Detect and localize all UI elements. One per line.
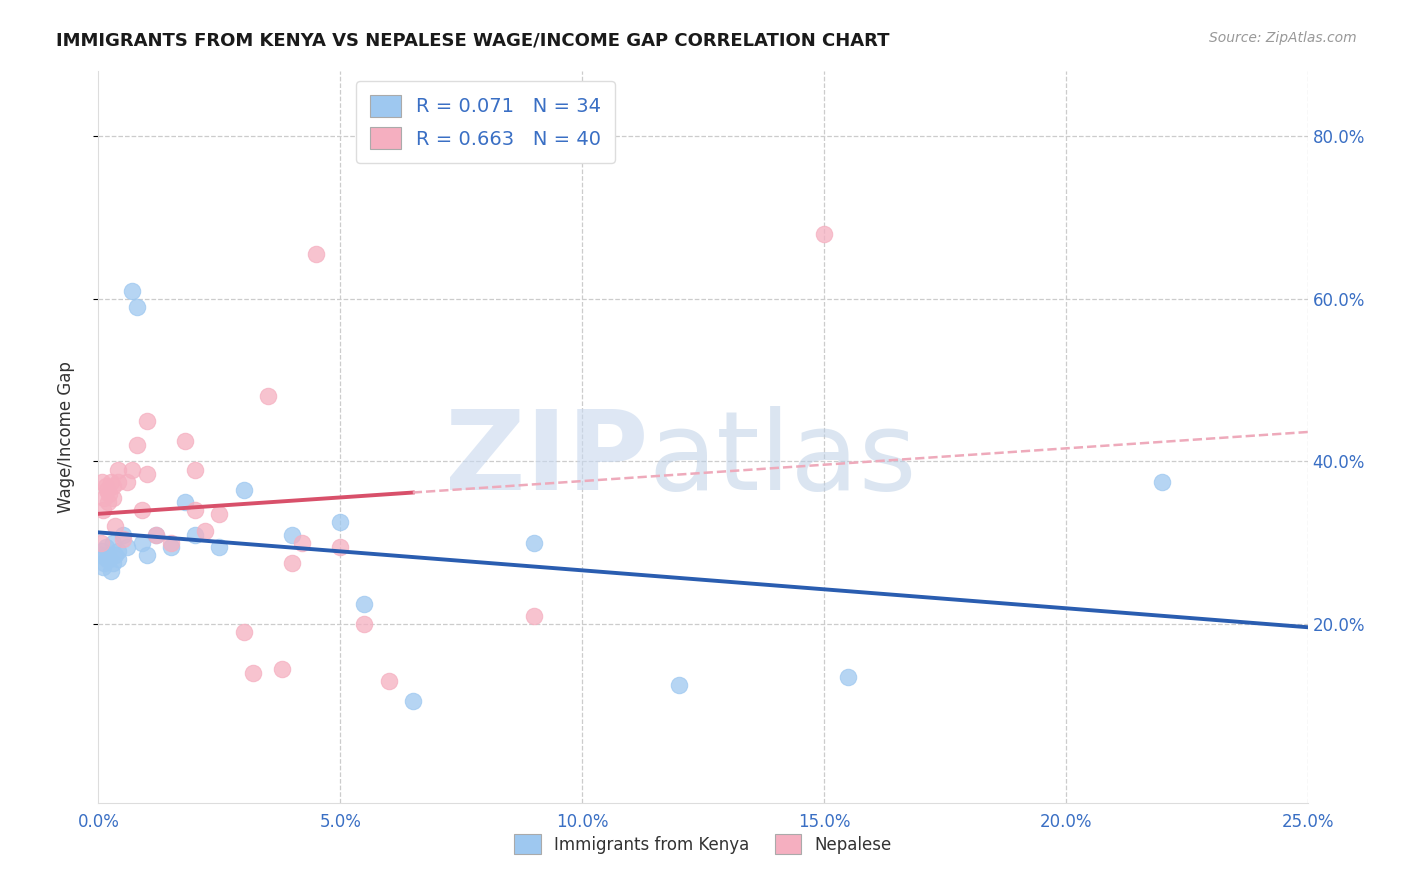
Point — [194, 524, 217, 538]
Point — [91, 544, 114, 558]
Text: IMMIGRANTS FROM KENYA VS NEPALESE WAGE/INCOME GAP CORRELATION CHART: IMMIGRANTS FROM KENYA VS NEPALESE WAGE/I… — [56, 31, 890, 49]
Point — [107, 552, 129, 566]
Point — [184, 503, 207, 517]
Point — [98, 487, 121, 501]
Point — [174, 495, 197, 509]
Point — [242, 665, 264, 680]
Point — [127, 438, 149, 452]
Point — [91, 503, 114, 517]
Point — [107, 544, 129, 558]
Point — [353, 617, 375, 632]
Point — [353, 597, 375, 611]
Point — [377, 673, 399, 688]
Point — [305, 247, 328, 261]
Point — [135, 548, 157, 562]
Point — [281, 556, 304, 570]
Text: atlas: atlas — [648, 406, 917, 513]
Legend: Immigrants from Kenya, Nepalese: Immigrants from Kenya, Nepalese — [508, 828, 898, 860]
Point — [100, 475, 122, 489]
Point — [98, 552, 121, 566]
Point — [90, 535, 112, 549]
Point — [94, 479, 117, 493]
Point — [523, 608, 546, 623]
Point — [107, 462, 129, 476]
Point — [121, 462, 143, 476]
Point — [94, 540, 117, 554]
Point — [121, 284, 143, 298]
Point — [256, 389, 278, 403]
Point — [101, 479, 124, 493]
Point — [160, 540, 183, 554]
Point — [160, 535, 183, 549]
Point — [208, 540, 231, 554]
Y-axis label: Wage/Income Gap: Wage/Income Gap — [56, 361, 75, 513]
Point — [93, 556, 115, 570]
Point — [107, 475, 129, 489]
Point — [184, 462, 207, 476]
Point — [1152, 475, 1174, 489]
Point — [131, 535, 153, 549]
Point — [174, 434, 197, 449]
Point — [117, 475, 139, 489]
Point — [97, 548, 120, 562]
Point — [104, 519, 127, 533]
Point — [290, 535, 312, 549]
Point — [90, 548, 112, 562]
Point — [111, 527, 134, 541]
Point — [523, 535, 546, 549]
Point — [271, 662, 294, 676]
Text: ZIP: ZIP — [446, 406, 648, 513]
Point — [281, 527, 304, 541]
Point — [232, 483, 254, 497]
Text: Source: ZipAtlas.com: Source: ZipAtlas.com — [1209, 31, 1357, 45]
Point — [91, 560, 114, 574]
Point — [813, 227, 835, 241]
Point — [91, 475, 114, 489]
Point — [101, 556, 124, 570]
Point — [101, 535, 124, 549]
Point — [135, 467, 157, 481]
Point — [104, 548, 127, 562]
Point — [232, 625, 254, 640]
Point — [837, 670, 859, 684]
Point — [184, 527, 207, 541]
Point — [100, 564, 122, 578]
Point — [131, 503, 153, 517]
Point — [96, 552, 118, 566]
Point — [93, 491, 115, 505]
Point — [145, 527, 167, 541]
Point — [101, 491, 124, 505]
Point — [97, 495, 120, 509]
Point — [145, 527, 167, 541]
Point — [402, 694, 425, 708]
Point — [117, 540, 139, 554]
Point — [668, 678, 690, 692]
Point — [111, 532, 134, 546]
Point — [96, 483, 118, 497]
Point — [329, 540, 352, 554]
Point — [127, 300, 149, 314]
Point — [208, 508, 231, 522]
Point — [135, 414, 157, 428]
Point — [329, 516, 352, 530]
